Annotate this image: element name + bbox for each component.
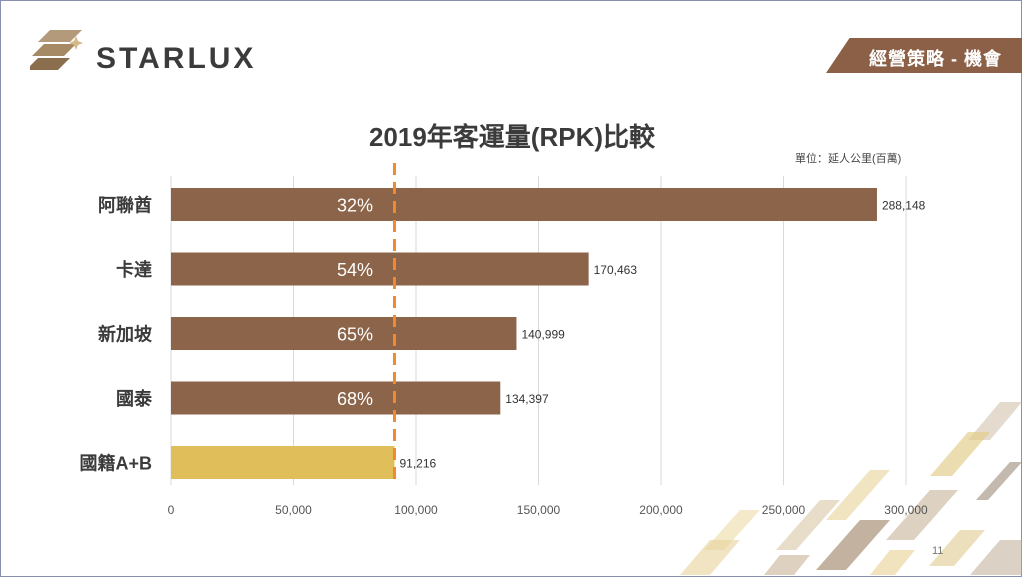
bar xyxy=(171,446,395,479)
bar xyxy=(171,252,589,286)
percent-label: 54% xyxy=(337,260,373,280)
bar xyxy=(171,317,517,350)
bar xyxy=(171,188,877,221)
category-label: 新加坡 xyxy=(98,324,153,345)
value-label: 134,397 xyxy=(505,392,549,406)
section-tag: 經營策略 - 機會 xyxy=(826,38,1022,73)
category-label: 卡達 xyxy=(116,259,152,280)
category-label: 阿聯酋 xyxy=(98,195,152,216)
x-tick-label: 200,000 xyxy=(639,503,683,517)
page-number: 11 xyxy=(932,545,944,557)
value-label: 288,148 xyxy=(882,199,926,213)
value-label: 140,999 xyxy=(521,328,565,342)
unit-note: 單位：延人公里(百萬) xyxy=(795,153,902,165)
percent-label: 68% xyxy=(337,389,373,409)
x-tick-label: 100,000 xyxy=(394,503,438,517)
value-label: 91,216 xyxy=(399,457,436,471)
category-label: 國泰 xyxy=(116,388,153,409)
x-tick-label: 250,000 xyxy=(762,503,806,517)
x-tick-label: 0 xyxy=(168,503,175,517)
x-tick-label: 150,000 xyxy=(517,503,561,517)
x-tick-label: 50,000 xyxy=(275,503,312,517)
category-label: 國籍A+B xyxy=(79,453,152,474)
percent-label: 32% xyxy=(337,196,373,216)
percent-label: 65% xyxy=(337,325,373,345)
chart-title: 2019年客運量(RPK)比較 xyxy=(368,122,656,152)
section-tag-label: 經營策略 - 機會 xyxy=(869,49,1002,69)
value-label: 170,463 xyxy=(594,263,638,277)
brand-wordmark: STARLUX xyxy=(96,42,257,75)
x-tick-label: 300,000 xyxy=(884,503,928,517)
starlux-logo-icon xyxy=(30,30,83,70)
bar xyxy=(171,381,501,415)
